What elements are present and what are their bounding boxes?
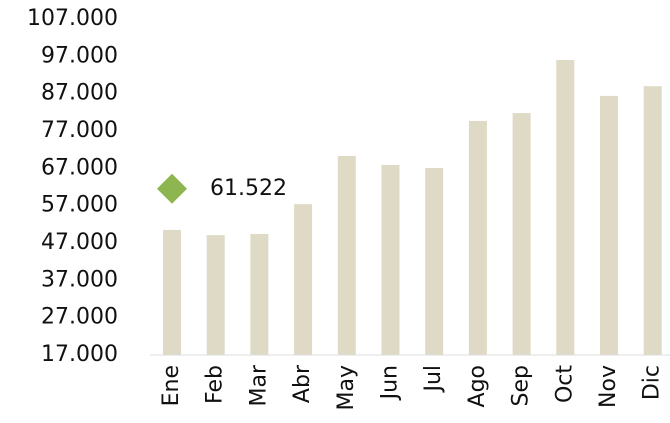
bar [512, 113, 531, 355]
bar [337, 156, 356, 355]
bar [600, 95, 618, 355]
x-tick-label: Dic [640, 365, 665, 400]
x-tick-label: Nov [596, 365, 621, 408]
bar [163, 229, 181, 355]
y-tick-label: 57.000 [41, 193, 118, 218]
bar [643, 86, 662, 355]
x-tick-label: Mar [246, 364, 271, 406]
y-tick-label: 107.000 [27, 6, 118, 31]
y-tick-label: 87.000 [41, 81, 118, 106]
bar [468, 120, 487, 355]
x-tick-label: Ago [465, 365, 490, 407]
bar [425, 167, 444, 355]
x-tick-label: Sep [509, 365, 534, 406]
y-tick-label: 27.000 [41, 305, 118, 330]
marker-label: 61.522 [210, 176, 287, 201]
x-tick-label: Ene [159, 365, 184, 406]
y-tick-label: 47.000 [41, 230, 118, 255]
y-tick-label: 67.000 [41, 155, 118, 180]
x-tick-label: Jul [421, 365, 446, 394]
y-tick-label: 77.000 [41, 118, 118, 143]
x-tick-label: Feb [203, 365, 228, 404]
bar [206, 235, 225, 355]
y-tick-label: 37.000 [41, 267, 118, 292]
bar [294, 204, 313, 355]
bar [250, 234, 269, 355]
marker-diamond [157, 173, 187, 204]
x-tick-label: May [334, 365, 359, 410]
bar [556, 60, 575, 356]
bar [381, 164, 400, 355]
y-tick-label: 17.000 [41, 342, 118, 367]
x-tick-label: Oct [552, 365, 577, 403]
y-tick-label: 97.000 [41, 43, 118, 68]
x-tick-label: Jun [378, 365, 403, 401]
x-tick-label: Abr [290, 364, 315, 403]
